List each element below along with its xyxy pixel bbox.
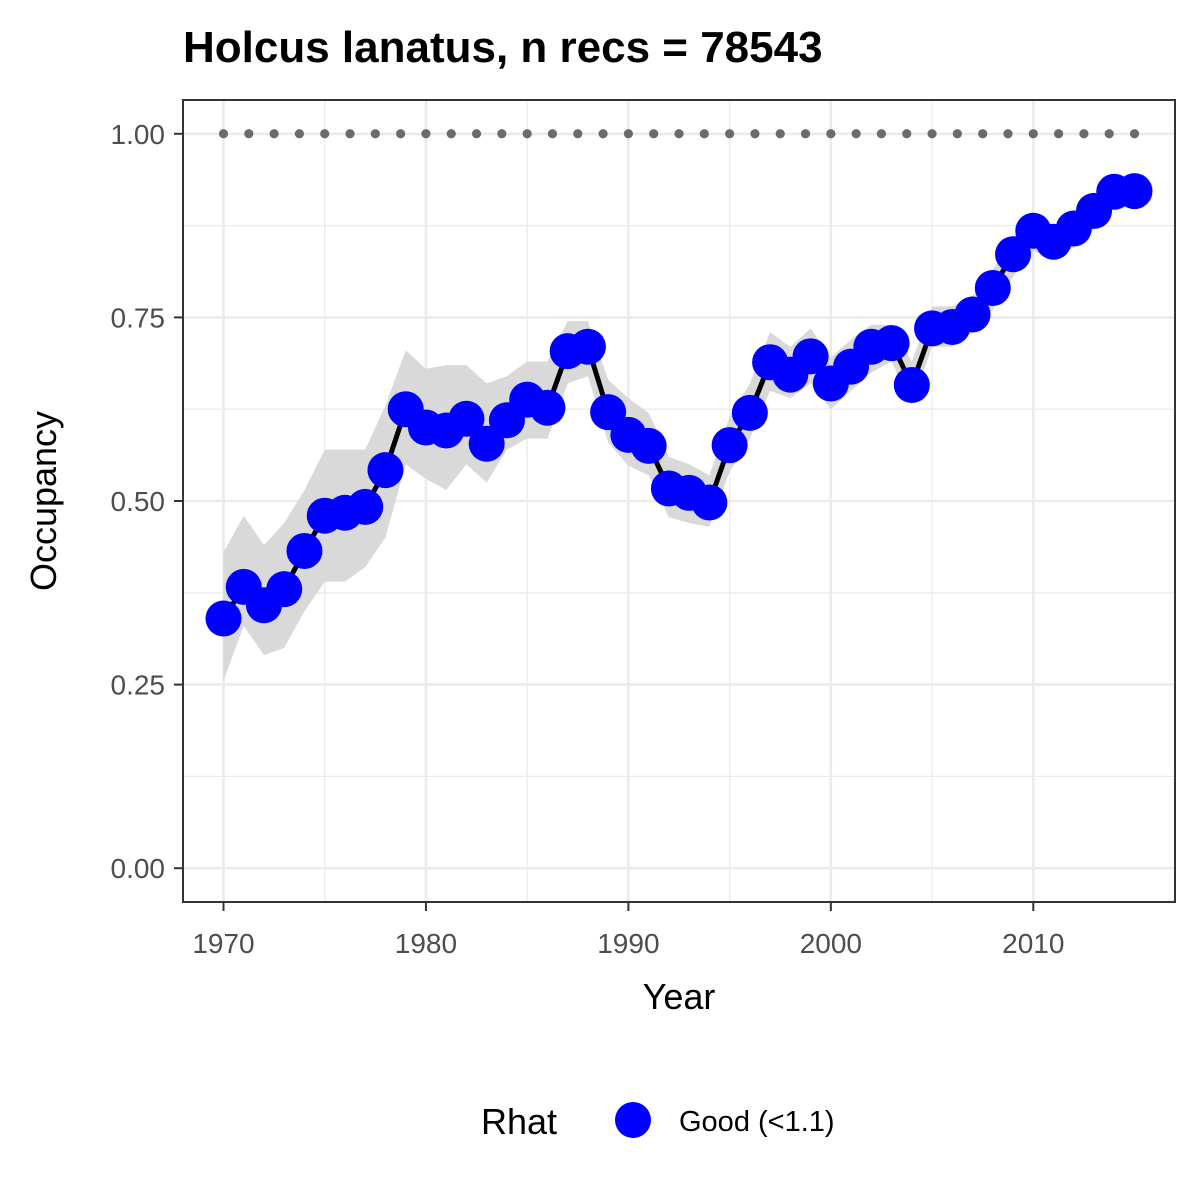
- reference-dot: [826, 129, 836, 139]
- chart-title: Holcus lanatus, n recs = 78543: [183, 23, 823, 72]
- y-tick-label: 0.50: [111, 486, 166, 517]
- x-tick-label: 1980: [395, 928, 457, 959]
- data-point: [367, 452, 404, 489]
- reference-dot: [876, 129, 887, 139]
- data-point: [954, 296, 991, 333]
- reference-dot: [421, 129, 431, 139]
- reference-dot: [244, 129, 254, 139]
- data-point: [448, 400, 485, 437]
- data-point: [569, 328, 606, 365]
- y-tick-label: 0.25: [111, 670, 166, 701]
- legend-label-good: Good (<1.1): [679, 1106, 835, 1138]
- data-point: [1116, 173, 1153, 210]
- y-tick-label: 0.75: [111, 302, 166, 333]
- x-tick-label: 2000: [800, 928, 862, 959]
- x-axis-ticks: 1970 1980 1990 2000 2010: [192, 902, 1064, 959]
- reference-dot: [294, 129, 305, 139]
- reference-dot: [1129, 129, 1140, 139]
- reference-dot: [649, 129, 659, 139]
- reference-dot: [1003, 129, 1013, 139]
- reference-dot: [952, 129, 962, 139]
- legend: Rhat Good (<1.1): [481, 1101, 835, 1142]
- reference-dot: [320, 129, 330, 139]
- reference-dot: [800, 129, 811, 139]
- data-point: [873, 325, 910, 362]
- data-point: [205, 600, 242, 637]
- y-tick-label: 1.00: [111, 119, 166, 150]
- reference-dot: [345, 129, 355, 139]
- y-tick-label: 0.00: [111, 853, 166, 884]
- data-point: [792, 338, 829, 375]
- data-point: [347, 488, 384, 525]
- reference-dot: [573, 129, 583, 139]
- data-point: [995, 236, 1032, 273]
- reference-dot: [674, 129, 684, 139]
- reference-dot: [851, 129, 861, 139]
- reference-dot: [902, 129, 912, 139]
- reference-dot: [598, 129, 608, 139]
- reference-dot: [775, 129, 785, 139]
- y-axis-title: Occupancy: [23, 411, 64, 591]
- reference-dot: [497, 129, 507, 139]
- reference-dot: [471, 129, 482, 139]
- x-tick-label: 1970: [192, 928, 254, 959]
- reference-dot: [750, 129, 760, 139]
- x-tick-label: 2010: [1002, 928, 1064, 959]
- x-tick-label: 1990: [597, 928, 659, 959]
- reference-dot: [396, 129, 406, 139]
- reference-dot: [522, 129, 532, 139]
- reference-line: [218, 129, 1140, 139]
- legend-title: Rhat: [481, 1101, 557, 1142]
- data-points: [205, 173, 1153, 637]
- reference-dot: [978, 129, 988, 139]
- data-point: [711, 427, 748, 464]
- reference-dot: [623, 129, 633, 139]
- data-point: [468, 425, 505, 462]
- data-point: [630, 427, 667, 464]
- data-point: [691, 484, 728, 521]
- reference-dot: [446, 129, 456, 139]
- y-axis-ticks: 0.00 0.25 0.50 0.75 1.00: [111, 119, 183, 884]
- reference-dot: [1053, 129, 1064, 139]
- reference-dot: [218, 129, 229, 139]
- reference-dot: [1079, 129, 1089, 139]
- reference-dot: [1104, 129, 1114, 139]
- reference-dot: [370, 129, 380, 139]
- data-point: [974, 270, 1011, 307]
- legend-key-good: [615, 1102, 651, 1138]
- reference-dot: [927, 129, 937, 139]
- data-point: [529, 389, 566, 426]
- reference-dot: [699, 129, 709, 139]
- reference-dot: [725, 129, 735, 139]
- data-point: [286, 532, 323, 569]
- reference-dot: [269, 129, 279, 139]
- reference-dot: [1028, 129, 1038, 139]
- data-point: [731, 394, 768, 431]
- data-point: [266, 571, 303, 608]
- x-axis-title: Year: [643, 976, 716, 1017]
- data-point: [893, 366, 930, 403]
- reference-dot: [547, 129, 558, 139]
